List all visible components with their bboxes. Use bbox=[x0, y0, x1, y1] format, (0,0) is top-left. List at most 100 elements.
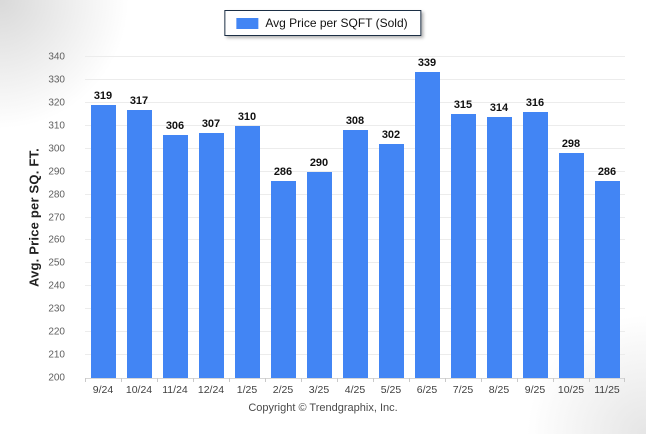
y-tick-label: 240 bbox=[48, 280, 65, 292]
bar-value-label: 286 bbox=[597, 165, 617, 178]
x-axis-label: 9/25 bbox=[524, 384, 546, 396]
x-axis-tick bbox=[229, 378, 230, 382]
x-axis-label: 11/24 bbox=[162, 384, 188, 396]
bar-value-label: 290 bbox=[309, 156, 329, 169]
bar-value-label: 308 bbox=[345, 115, 365, 128]
bar-column: 290 bbox=[301, 57, 337, 378]
bar-value-label: 310 bbox=[237, 110, 257, 123]
y-tick-label: 330 bbox=[48, 74, 65, 86]
y-tick-label: 270 bbox=[48, 212, 65, 223]
legend-swatch-icon bbox=[236, 17, 259, 29]
copyright-text: Copyright © Trendgraphix, Inc. bbox=[248, 402, 398, 414]
x-axis-tick bbox=[409, 378, 410, 382]
bar bbox=[198, 132, 224, 378]
y-tick-label: 220 bbox=[48, 326, 65, 338]
x-axis-tick bbox=[481, 378, 482, 382]
bar-column: 302 bbox=[373, 57, 409, 378]
bar bbox=[234, 125, 260, 378]
y-axis-tick-labels: 200 210 220 230 240 250 260 270 280 290 300 310 320 3… bbox=[0, 52, 75, 384]
bar-value-label: 319 bbox=[93, 90, 113, 103]
x-axis-tick bbox=[373, 378, 374, 382]
bar-column: 306 bbox=[157, 57, 193, 378]
bar-value-label: 306 bbox=[165, 119, 185, 132]
bar-series: 319 317 306 307 310 286 290 308 302 339 315 314 316 2… bbox=[85, 57, 625, 378]
y-tick-label: 230 bbox=[48, 303, 65, 315]
x-axis-label: 10/24 bbox=[125, 384, 153, 396]
y-tick-label: 340 bbox=[48, 51, 65, 63]
x-axis-tick bbox=[517, 378, 518, 382]
bar-value-label: 314 bbox=[489, 101, 509, 114]
bar-column: 310 bbox=[229, 57, 265, 378]
bar-column: 298 bbox=[553, 57, 589, 378]
legend-label: Avg Price per SQFT (Sold) bbox=[265, 16, 408, 30]
bar-value-label: 316 bbox=[525, 97, 545, 110]
x-axis-tick bbox=[624, 378, 625, 382]
bar bbox=[450, 114, 476, 378]
x-axis-label: 11/25 bbox=[594, 384, 620, 396]
bar bbox=[594, 180, 620, 378]
bar bbox=[414, 72, 440, 378]
x-axis-tick bbox=[589, 378, 590, 382]
y-tick-label: 290 bbox=[48, 166, 65, 178]
bar-value-label: 315 bbox=[453, 99, 473, 112]
y-tick-label: 260 bbox=[48, 234, 65, 246]
x-axis-label: 9/24 bbox=[92, 384, 114, 396]
x-axis-label: 3/25 bbox=[308, 384, 330, 396]
bar-column: 317 bbox=[121, 57, 157, 378]
bar bbox=[558, 153, 584, 378]
bar-column: 316 bbox=[517, 57, 553, 378]
gridline bbox=[85, 101, 625, 103]
bar-value-label: 317 bbox=[129, 94, 149, 107]
bar-value-label: 286 bbox=[273, 165, 293, 178]
y-tick-label: 210 bbox=[48, 349, 65, 361]
x-axis-tick bbox=[553, 378, 554, 382]
bar-column: 315 bbox=[445, 57, 481, 378]
y-tick-label: 280 bbox=[48, 189, 65, 201]
y-tick-label: 300 bbox=[48, 143, 65, 155]
gridline bbox=[85, 124, 625, 126]
x-axis-tick bbox=[445, 378, 446, 382]
y-tick-label: 310 bbox=[48, 120, 65, 132]
bar-value-label: 298 bbox=[561, 138, 581, 151]
x-axis-labels: 9/24 10/24 11/24 12/24 1/25 2/25 3/25 4/25 5/25 6… bbox=[85, 384, 625, 396]
x-axis-label: 4/25 bbox=[344, 384, 366, 396]
x-axis-label: 7/25 bbox=[452, 384, 474, 396]
bar-value-label: 302 bbox=[381, 129, 401, 142]
bar bbox=[126, 109, 152, 378]
bar-value-label: 339 bbox=[417, 57, 437, 69]
x-axis-label: 2/25 bbox=[272, 384, 294, 396]
x-axis-tick bbox=[157, 378, 158, 382]
bar-value-label: 307 bbox=[201, 117, 221, 130]
bar bbox=[90, 105, 116, 378]
x-axis-label: 1/25 bbox=[236, 384, 258, 396]
x-axis-tick bbox=[193, 378, 194, 382]
x-axis-label: 5/25 bbox=[380, 384, 402, 396]
x-axis-label: 6/25 bbox=[416, 384, 438, 396]
y-tick-label: 320 bbox=[48, 97, 65, 109]
bar-column: 339 bbox=[409, 57, 445, 378]
gridline bbox=[85, 78, 625, 80]
x-axis-tick bbox=[265, 378, 266, 382]
bar bbox=[162, 134, 188, 378]
bar-column: 314 bbox=[481, 57, 517, 378]
bar-column: 319 bbox=[85, 57, 121, 378]
legend: Avg Price per SQFT (Sold) bbox=[224, 10, 422, 36]
gridline bbox=[85, 56, 625, 57]
bar-column: 307 bbox=[193, 57, 229, 378]
bar bbox=[378, 144, 404, 378]
plot-area: 319 317 306 307 310 286 290 308 302 339 315 314 316 2… bbox=[85, 56, 625, 382]
x-axis-tick bbox=[121, 378, 122, 382]
bar bbox=[342, 130, 368, 378]
x-axis-label: 8/25 bbox=[488, 384, 510, 396]
bar bbox=[486, 116, 512, 378]
x-axis-label: 10/25 bbox=[557, 384, 585, 396]
bar bbox=[306, 171, 332, 378]
bar bbox=[270, 180, 296, 378]
bar-column: 308 bbox=[337, 57, 373, 378]
bar-column: 286 bbox=[265, 57, 301, 378]
bar-column: 286 bbox=[589, 57, 625, 378]
x-axis-tick bbox=[85, 378, 86, 382]
y-tick-label: 250 bbox=[48, 257, 65, 269]
bar bbox=[522, 112, 548, 378]
